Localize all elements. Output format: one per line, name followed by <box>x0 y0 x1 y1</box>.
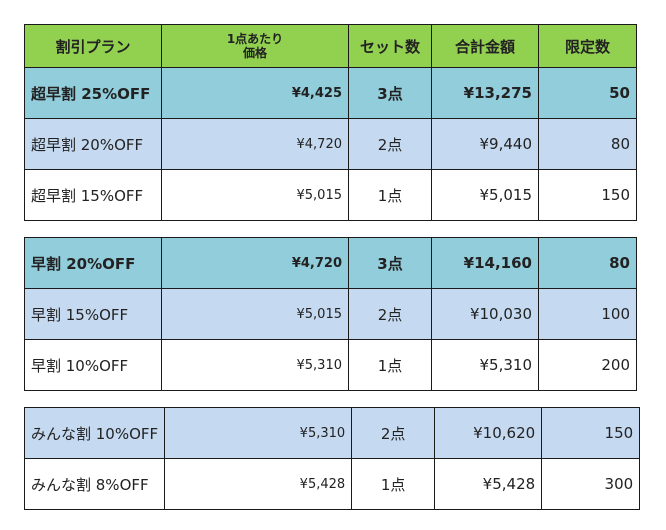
plan-name: 早割 15%OFF <box>24 288 162 340</box>
table-row: 超早割 20%OFF ¥4,720 2点 ¥9,440 80 <box>24 118 637 170</box>
table-row: 超早割 15%OFF ¥5,015 1点 ¥5,015 150 <box>24 169 637 221</box>
set-count: 1点 <box>348 169 432 221</box>
set-count: 1点 <box>348 339 432 391</box>
plan-name: 超早割 20%OFF <box>24 118 162 170</box>
unit-price: ¥5,015 <box>161 169 349 221</box>
limit-count: 200 <box>538 339 637 391</box>
total-price: ¥14,160 <box>431 237 539 289</box>
table-row: 超早割 25%OFF ¥4,425 3点 ¥13,275 50 <box>24 67 637 119</box>
header-row: 割引プラン 1点あたり 価格 セット数 合計金額 限定数 <box>24 24 637 68</box>
limit-count: 150 <box>538 169 637 221</box>
header-unit-price: 1点あたり 価格 <box>161 24 349 68</box>
unit-price: ¥5,310 <box>164 407 353 459</box>
limit-count: 150 <box>541 407 641 459</box>
plan-name: みんな割 10%OFF <box>23 407 166 459</box>
plan-group-everyone: みんな割 10%OFF ¥5,310 2点 ¥10,620 150 みんな割 8… <box>23 407 641 510</box>
plan-name: 超早割 25%OFF <box>24 67 162 119</box>
header-plan: 割引プラン <box>24 24 162 68</box>
table-row: 早割 10%OFF ¥5,310 1点 ¥5,310 200 <box>24 339 637 391</box>
unit-price: ¥5,015 <box>161 288 349 340</box>
unit-price: ¥5,428 <box>164 458 353 510</box>
set-count: 2点 <box>348 118 432 170</box>
header-sets: セット数 <box>348 24 432 68</box>
limit-count: 300 <box>541 458 641 510</box>
set-count: 1点 <box>351 458 436 510</box>
table-row: みんな割 10%OFF ¥5,310 2点 ¥10,620 150 <box>23 407 641 459</box>
plan-name: 超早割 15%OFF <box>24 169 162 221</box>
total-price: ¥10,030 <box>431 288 539 340</box>
unit-price: ¥4,720 <box>161 118 349 170</box>
limit-count: 100 <box>538 288 637 340</box>
set-count: 3点 <box>348 67 432 119</box>
unit-price: ¥5,310 <box>161 339 349 391</box>
unit-price: ¥4,425 <box>161 67 349 119</box>
total-price: ¥13,275 <box>431 67 539 119</box>
set-count: 2点 <box>348 288 432 340</box>
price-table-header: 割引プラン 1点あたり 価格 セット数 合計金額 限定数 <box>24 24 637 68</box>
table-row: 早割 20%OFF ¥4,720 3点 ¥14,160 80 <box>24 237 637 289</box>
total-price: ¥5,015 <box>431 169 539 221</box>
limit-count: 50 <box>538 67 637 119</box>
plan-group-early: 早割 20%OFF ¥4,720 3点 ¥14,160 80 早割 15%OFF… <box>24 237 637 391</box>
total-price: ¥10,620 <box>434 407 543 459</box>
table-row: 早割 15%OFF ¥5,015 2点 ¥10,030 100 <box>24 288 637 340</box>
total-price: ¥5,310 <box>431 339 539 391</box>
limit-count: 80 <box>538 118 637 170</box>
set-count: 2点 <box>351 407 436 459</box>
plan-name: 早割 10%OFF <box>24 339 162 391</box>
total-price: ¥9,440 <box>431 118 539 170</box>
header-unit-price-line2: 価格 <box>242 46 267 60</box>
total-price: ¥5,428 <box>434 458 543 510</box>
table-row: みんな割 8%OFF ¥5,428 1点 ¥5,428 300 <box>23 458 641 510</box>
unit-price: ¥4,720 <box>161 237 349 289</box>
set-count: 3点 <box>348 237 432 289</box>
limit-count: 80 <box>538 237 637 289</box>
header-limit: 限定数 <box>538 24 637 68</box>
plan-name: みんな割 8%OFF <box>23 458 166 510</box>
plan-group-super-early: 超早割 25%OFF ¥4,425 3点 ¥13,275 50 超早割 20%O… <box>24 67 637 221</box>
plan-name: 早割 20%OFF <box>24 237 162 289</box>
header-unit-price-line1: 1点あたり <box>226 32 284 46</box>
header-total: 合計金額 <box>431 24 539 68</box>
